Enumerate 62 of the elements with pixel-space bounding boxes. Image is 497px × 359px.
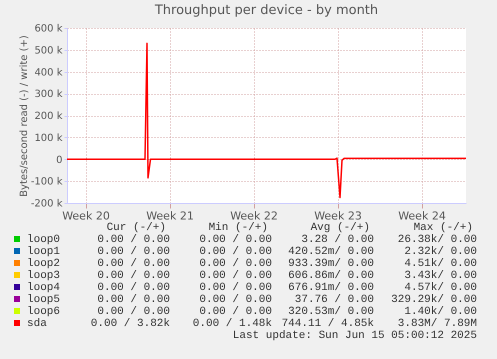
text: 0.00 / 0.00	[199, 234, 272, 246]
y-tick-label: 400 k	[34, 67, 63, 78]
text: 0.00 / 0.00	[97, 246, 170, 258]
text: Max (-/+)	[414, 222, 473, 234]
text: 676.91m/ 0.00	[288, 282, 374, 294]
text: 744.11 / 4.85k	[282, 318, 374, 330]
y-tick-label: 100 k	[34, 132, 63, 144]
line-series	[67, 42, 466, 198]
legend-label: loop0	[27, 234, 60, 246]
y-tick-label: -200 k	[30, 198, 63, 210]
text: 0.00 / 0.00	[199, 282, 272, 294]
text: 1.40k/ 0.00	[404, 306, 477, 318]
text: 0.00 / 3.82k	[90, 318, 170, 330]
y-tick-label: -100 k	[30, 176, 63, 188]
text: 933.39m/ 0.00	[288, 258, 374, 270]
y-tick-label: 300 k	[34, 89, 63, 100]
x-tick-label: Week 24	[398, 210, 446, 222]
text: 329.29k/ 0.00	[391, 294, 477, 306]
y-tick-label: 500 k	[34, 45, 63, 56]
text: 0.00 / 0.00	[97, 270, 170, 282]
legend-label: sda	[27, 318, 48, 330]
y-tick-label: 0	[56, 154, 62, 166]
legend-label: loop1	[27, 246, 60, 258]
legend-label: loop4	[27, 282, 60, 294]
chart-title: Throughput per device - by month	[154, 3, 378, 18]
text: 3.43k/ 0.00	[404, 270, 477, 282]
y-axis-title: Bytes/second read (-) / write (+)	[18, 35, 30, 197]
text: 0.00 / 0.00	[97, 234, 170, 246]
legend-label: loop2	[27, 258, 60, 270]
x-tick-label: Week 22	[230, 210, 278, 222]
x-tick-label: Week 20	[62, 210, 110, 222]
text: 0.00 / 0.00	[199, 294, 272, 306]
text: 37.76 / 0.00	[294, 294, 374, 306]
x-tick-label: Week 21	[146, 210, 194, 222]
text: 0.00 / 0.00	[97, 294, 170, 306]
text: 2.32k/ 0.00	[404, 246, 477, 258]
legend-label: loop6	[27, 306, 60, 318]
text: Avg (-/+)	[310, 222, 370, 234]
y-tick-label: 600 k	[34, 24, 63, 34]
text: 4.57k/ 0.00	[404, 282, 477, 294]
text: 0.00 / 0.00	[199, 306, 272, 318]
x-tick-label: Week 23	[314, 210, 362, 222]
text: 0.00 / 0.00	[199, 258, 272, 270]
text: 320.53m/ 0.00	[288, 306, 374, 318]
text: 0.00 / 0.00	[97, 306, 170, 318]
text: 606.86m/ 0.00	[288, 270, 374, 282]
text: 3.28 / 0.00	[301, 234, 374, 246]
text: 4.51k/ 0.00	[404, 258, 477, 270]
text: 0.00 / 0.00	[97, 282, 170, 294]
text: Cur (-/+)	[106, 222, 166, 234]
legend-label: loop5	[27, 294, 60, 306]
text: 420.52m/ 0.00	[288, 246, 374, 258]
text: 0.00 / 1.48k	[192, 318, 272, 330]
y-tick-label: 200 k	[34, 111, 63, 122]
text: 0.00 / 0.00	[199, 270, 272, 282]
legend-label: loop3	[27, 270, 60, 282]
text: 0.00 / 0.00	[199, 246, 272, 258]
text: Min (-/+)	[208, 222, 268, 234]
text: Last update: Sun Jun 15 05:00:12 2025	[232, 330, 477, 342]
text: 26.38k/ 0.00	[398, 234, 477, 246]
text: 3.83M/ 7.89M	[398, 318, 477, 330]
text: 0.00 / 0.00	[97, 258, 170, 270]
